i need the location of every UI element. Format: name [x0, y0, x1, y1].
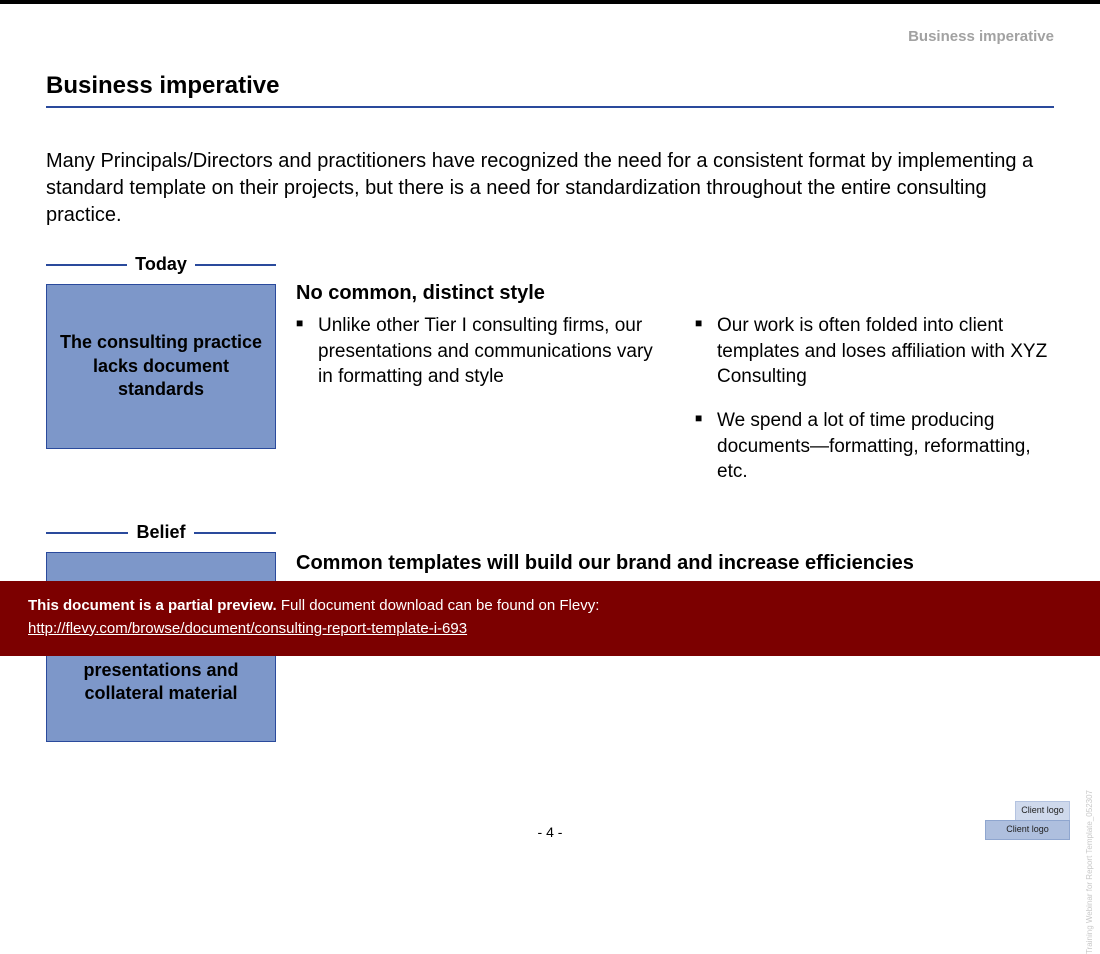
bullet-item: We spend a lot of time producing documen… [695, 408, 1054, 485]
preview-bold: This document is a partial preview. [28, 597, 277, 614]
preview-rest: Full document download can be found on F… [277, 597, 600, 614]
today-col-right: Our work is often folded into client tem… [695, 313, 1054, 503]
client-logo-placeholder: Client logo [985, 820, 1070, 840]
rule-left [46, 532, 128, 534]
rule-right [194, 532, 276, 534]
rule-left [46, 264, 127, 266]
section-label-belief: Belief [46, 522, 276, 543]
title-rule [46, 106, 1054, 108]
preview-banner: This document is a partial preview. Full… [0, 581, 1100, 656]
header-kicker: Business imperative [908, 28, 1054, 45]
today-heading: No common, distinct style [296, 282, 1054, 305]
side-footer-text: Training Webinar for Report Template_052… [1085, 790, 1094, 954]
client-logo-placeholder: Client logo [1015, 801, 1070, 821]
belief-heading: Common templates will build our brand an… [296, 552, 1054, 575]
content-today: No common, distinct style Unlike other T… [296, 282, 1054, 503]
callout-today-text: The consulting practice lacks document s… [57, 331, 265, 401]
top-bar [0, 0, 1100, 4]
section-label-text: Today [135, 254, 187, 275]
bullet-item: Our work is often folded into client tem… [695, 313, 1054, 390]
client-logo-stack: Client logo Client logo [985, 801, 1070, 840]
intro-paragraph: Many Principals/Directors and practition… [46, 148, 1054, 229]
page-number: - 4 - [538, 824, 563, 840]
title-area: Business imperative [46, 72, 1054, 108]
preview-link[interactable]: http://flevy.com/browse/document/consult… [28, 620, 467, 637]
rule-right [195, 264, 276, 266]
today-col-left: Unlike other Tier I consulting firms, ou… [296, 313, 655, 503]
bullet-item: Unlike other Tier I consulting firms, ou… [296, 313, 655, 390]
section-label-today: Today [46, 254, 276, 275]
page-title: Business imperative [46, 72, 1054, 104]
section-label-text: Belief [136, 522, 185, 543]
callout-today: The consulting practice lacks document s… [46, 284, 276, 449]
